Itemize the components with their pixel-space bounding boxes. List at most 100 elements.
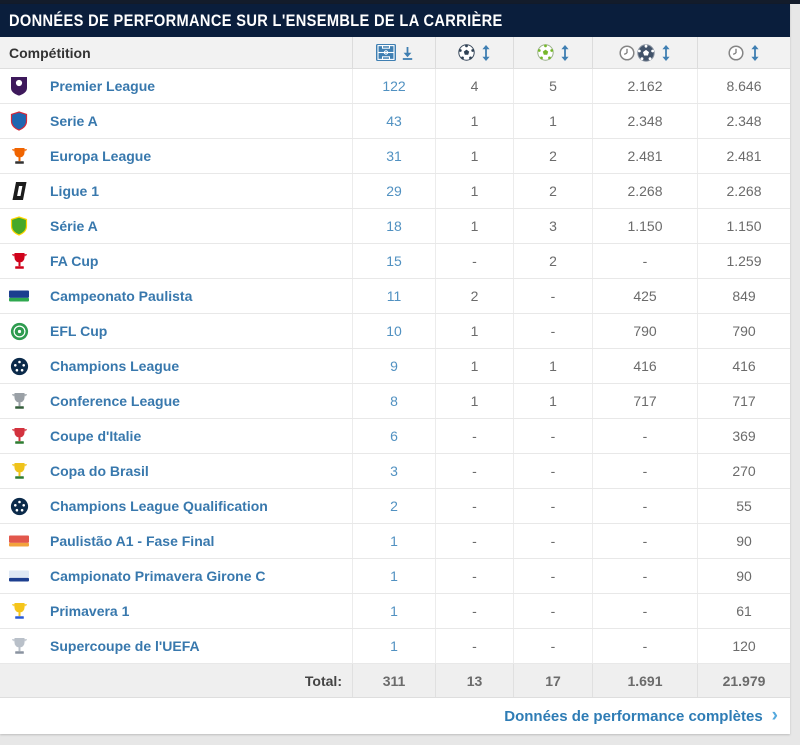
minutes-per-goal-value: 717 [592,384,697,418]
competition-link[interactable]: Série A [50,218,98,234]
column-header-assists[interactable] [513,37,592,68]
matches-value[interactable]: 1 [352,629,435,663]
minutes-per-goal-value: - [592,559,697,593]
minutes-played-value: 849 [697,279,790,313]
career-performance-card: DONNÉES DE PERFORMANCE SUR L'ENSEMBLE DE… [0,4,790,734]
goals-value: - [435,454,513,488]
minutes-played-value: 790 [697,314,790,348]
competition-cell: FA Cup [0,244,352,278]
matches-value[interactable]: 31 [352,139,435,173]
minutes-per-goal-value: 2.348 [592,104,697,138]
goals-value: - [435,629,513,663]
matches-value[interactable]: 8 [352,384,435,418]
assists-value: - [513,524,592,558]
goals-value: - [435,244,513,278]
matches-value[interactable]: 18 [352,209,435,243]
competition-link[interactable]: Copa do Brasil [50,463,149,479]
competition-link[interactable]: Premier League [50,78,156,94]
goals-value: 1 [435,104,513,138]
column-header-competition: Compétition [9,44,91,61]
matches-value[interactable]: 1 [352,594,435,628]
goals-value: 1 [435,349,513,383]
competition-cell: Champions League [0,349,352,383]
matches-value[interactable]: 11 [352,279,435,313]
matches-value[interactable]: 15 [352,244,435,278]
competition-link[interactable]: Serie A [50,113,98,129]
matches-value[interactable]: 122 [352,69,435,103]
table-row: Champions League Qualification 2- - -55 [0,489,790,524]
competition-cell: Coupe d'Italie [0,419,352,453]
football-icon [458,44,475,61]
column-header-goals[interactable] [435,37,513,68]
minutes-per-goal-value: 2.162 [592,69,697,103]
competition-cell: Premier League [0,69,352,103]
matches-value[interactable]: 1 [352,524,435,558]
assists-value: 1 [513,104,592,138]
matches-value[interactable]: 29 [352,174,435,208]
goals-value: 1 [435,174,513,208]
goals-value: 1 [435,314,513,348]
minutes-played-value: 1.150 [697,209,790,243]
football-pitch-icon [375,44,396,61]
full-performance-data-link[interactable]: Données de performance complètes › [504,704,778,726]
competition-logo-icon [9,286,29,306]
goals-value: 2 [435,279,513,313]
competition-logo-icon [9,461,29,481]
minutes-per-goal-value: - [592,524,697,558]
clock-icon [619,44,635,61]
minutes-played-value: 2.268 [697,174,790,208]
goals-value: - [435,419,513,453]
performance-table: Compétition [0,37,790,698]
sort-arrows-icon [661,44,671,61]
sort-arrows-icon [481,44,491,61]
competition-logo-icon [9,251,29,271]
assists-value: 2 [513,244,592,278]
competition-cell: Ligue 1 [0,174,352,208]
minutes-per-goal-value: - [592,594,697,628]
competition-link[interactable]: Champions League Qualification [50,498,268,514]
table-row: Ligue 1 29 1 2 2.268 2.268 [0,174,790,209]
competition-link[interactable]: Campeonato Paulista [50,288,193,304]
minutes-played-value: 61 [697,594,790,628]
goals-value: 4 [435,69,513,103]
competition-link[interactable]: Supercoupe de l'UEFA [50,638,200,654]
matches-value[interactable]: 1 [352,559,435,593]
chevron-right-icon: › [771,704,778,726]
minutes-per-goal-value: 1.150 [592,209,697,243]
column-header-minutes-played[interactable] [697,37,790,68]
competition-link[interactable]: Primavera 1 [50,603,130,619]
competition-logo-icon [9,146,29,166]
football-green-icon [536,44,554,61]
competition-cell: Campionato Primavera Girone C [0,559,352,593]
competition-link[interactable]: Ligue 1 [50,183,100,199]
matches-value[interactable]: 10 [352,314,435,348]
minutes-per-goal-value: - [592,454,697,488]
matches-value[interactable]: 2 [352,489,435,523]
competition-logo-icon [9,636,29,656]
matches-value[interactable]: 43 [352,104,435,138]
competition-link[interactable]: EFL Cup [50,323,108,339]
competition-link[interactable]: FA Cup [50,253,99,269]
total-row: Total: 311 13 17 1.691 21.979 [0,664,790,698]
competition-link[interactable]: Europa League [50,148,152,164]
competition-link[interactable]: Coupe d'Italie [50,428,142,444]
assists-value: 2 [513,174,592,208]
competition-link[interactable]: Champions League [50,358,180,374]
column-header-minutes-per-goal[interactable] [592,37,697,68]
minutes-played-value: 2.481 [697,139,790,173]
competition-link[interactable]: Conference League [50,393,180,409]
table-row: Serie A 43 1 1 2.348 2.348 [0,104,790,139]
matches-value[interactable]: 3 [352,454,435,488]
matches-value[interactable]: 9 [352,349,435,383]
column-header-matches[interactable] [352,37,435,68]
competition-logo-icon [9,426,29,446]
matches-value[interactable]: 6 [352,419,435,453]
table-header-row: Compétition [0,37,790,69]
competition-link[interactable]: Paulistão A1 - Fase Final [50,533,215,549]
competition-cell: Copa do Brasil [0,454,352,488]
competition-logo-icon [9,321,29,341]
competition-cell: Paulistão A1 - Fase Final [0,524,352,558]
competition-link[interactable]: Campionato Primavera Girone C [50,568,266,584]
competition-logo-icon [9,391,29,411]
minutes-per-goal-value: 2.268 [592,174,697,208]
